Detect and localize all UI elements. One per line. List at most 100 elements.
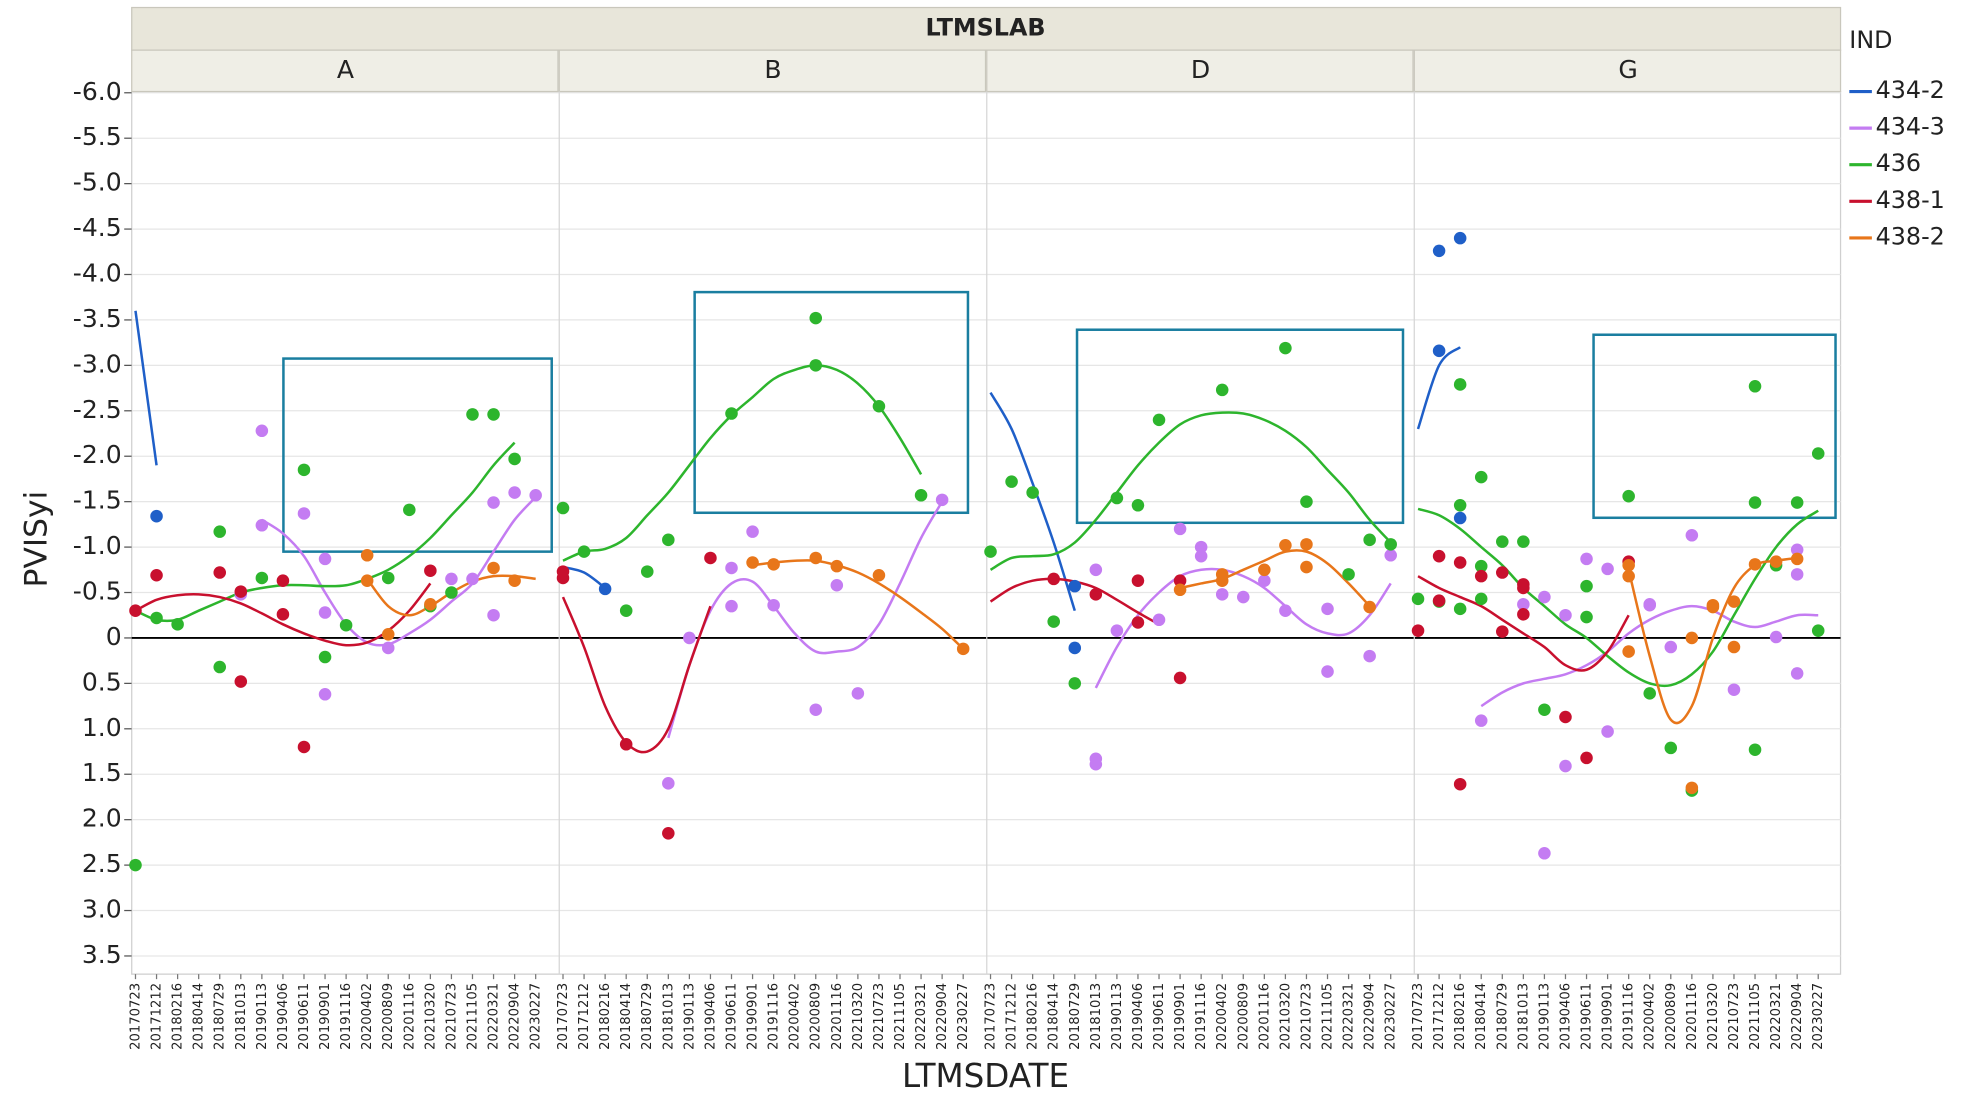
point [1068,579,1082,593]
x-tick-label: 20170723 [128,983,143,1050]
point [1622,645,1635,658]
point [1453,556,1467,569]
x-tick-label: 20210320 [1278,983,1293,1050]
point [1110,491,1124,505]
point [1580,579,1593,593]
x-tick-label: 20190611 [297,983,312,1050]
point [1453,511,1467,525]
point [1474,592,1488,606]
point [1258,563,1271,577]
point [767,598,780,612]
point [1363,533,1376,547]
point [1005,475,1018,488]
point [914,489,928,502]
point [360,574,374,587]
x-tick-label: 20210320 [1706,983,1721,1050]
point [704,551,717,565]
x-tick-label: 20201116 [830,983,845,1050]
x-tick-label: 20210320 [851,983,866,1050]
point [1411,592,1425,606]
point [1517,581,1530,595]
point [1194,549,1208,563]
title-strip [131,6,1842,51]
point [1279,538,1292,552]
point [1790,543,1804,557]
x-tick-label: 20180729 [1068,983,1083,1050]
panel-strip [1413,49,1842,93]
x-tick-label: 20230227 [529,983,544,1050]
point [1580,751,1593,765]
point [1089,563,1103,577]
x-tick-label: 20181013 [234,983,249,1050]
y-tick-label: -5.0 [73,168,122,197]
point [1622,489,1635,503]
x-tick-label: 20211105 [465,983,480,1050]
x-tick-label: 20190406 [1131,983,1146,1050]
point [487,608,500,622]
point [150,611,163,625]
point [213,566,227,579]
point [683,631,696,645]
point [619,737,633,751]
point [746,556,759,569]
fit-line [1480,604,1819,708]
x-tick-label: 20171212 [1432,983,1447,1050]
fit-line [1627,556,1798,725]
point [424,564,437,577]
point [1643,598,1656,612]
fit-line [1417,575,1630,672]
x-tick-label: 20211105 [1748,983,1763,1050]
x-tick-label: 20180216 [1453,983,1468,1050]
point [1453,602,1467,616]
x-tick-label: 20190901 [1601,983,1616,1050]
x-tick-label: 20210723 [1299,983,1314,1050]
point [956,642,970,656]
point [1727,640,1741,654]
point [1342,568,1355,581]
point [1496,625,1509,638]
x-tick-label: 20220904 [1790,983,1805,1050]
point [1194,540,1208,554]
point [487,561,500,575]
point [297,507,311,520]
x-tick-label: 20190901 [1173,983,1188,1050]
x-tick-label: 20201116 [402,983,417,1050]
y-axis-title: PVISyi [19,491,55,588]
point [276,608,290,621]
point [1384,548,1397,562]
point [1173,574,1187,587]
point [1559,608,1572,622]
x-tick-label: 20200402 [1643,983,1658,1050]
x-tick-label: 20190611 [1152,983,1167,1050]
point [1432,244,1446,258]
y-tick-label: -1.5 [73,486,122,515]
point [809,359,823,372]
x-tick-label: 20181013 [1516,983,1531,1050]
point [640,565,654,578]
point [150,509,163,523]
y-tick-label: -3.5 [73,304,122,333]
point [662,533,675,547]
point [556,501,570,515]
point [129,858,142,872]
x-tick-label: 20220904 [508,983,523,1050]
point [1131,616,1145,629]
point [1622,569,1635,583]
point [1580,610,1593,624]
point [809,311,823,325]
point [234,675,248,688]
point [1811,447,1825,460]
point [1411,624,1425,637]
x-tick-label: 20190901 [318,983,333,1050]
point [556,565,570,578]
point [809,551,823,565]
x-tick-label: 20190406 [703,983,718,1050]
point [984,545,997,558]
point [598,582,612,596]
point [1321,602,1334,616]
x-tick-label: 20170723 [984,983,999,1050]
x-tick-label: 20180414 [619,983,634,1050]
x-tick-label: 20211105 [1321,983,1336,1050]
x-tick-label: 20200809 [809,983,824,1050]
x-tick-label: 20200809 [381,983,396,1050]
